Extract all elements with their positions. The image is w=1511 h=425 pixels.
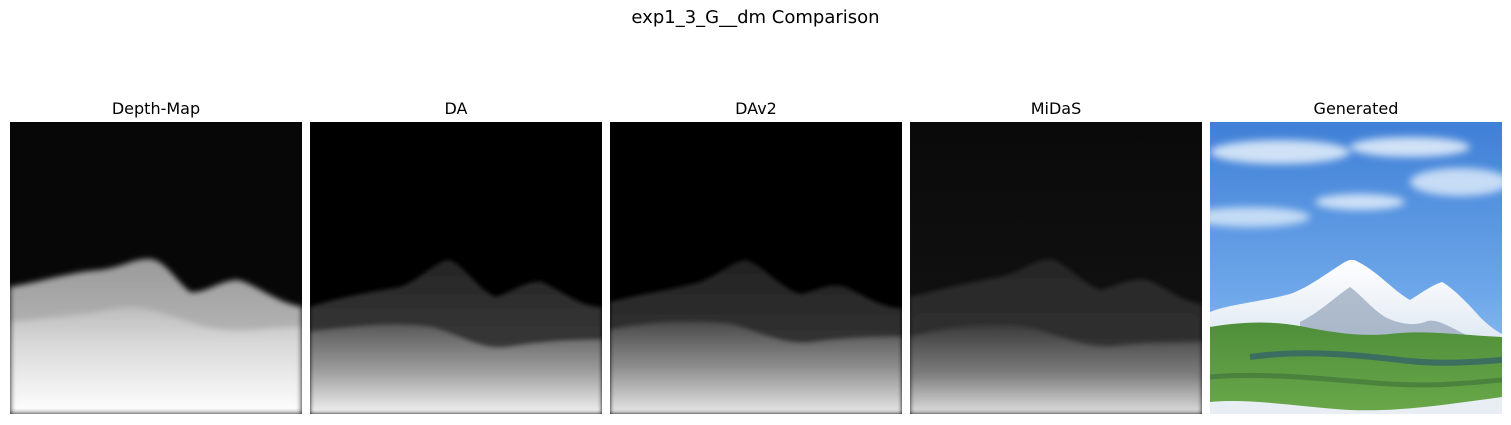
depth-map-image	[10, 122, 302, 414]
panel-depth-map: Depth-Map	[10, 98, 302, 414]
da-depth-image	[310, 122, 602, 414]
panel-title: DAv2	[735, 99, 777, 118]
panel-title: Generated	[1313, 99, 1399, 118]
generated-landscape-image	[1210, 122, 1502, 414]
panel-title: DA	[444, 99, 468, 118]
panel-generated: Generated	[1210, 98, 1502, 414]
panel-title: MiDaS	[1030, 99, 1082, 118]
panel-title: Depth-Map	[111, 99, 201, 118]
panel-midas: MiDaS	[910, 98, 1202, 414]
dav2-depth-image	[610, 122, 902, 414]
panel-da: DA	[310, 98, 602, 414]
midas-depth-image	[910, 122, 1202, 414]
panel-dav2: DAv2	[610, 98, 902, 414]
figure-title: exp1_3_G__dm Comparison	[631, 7, 880, 28]
